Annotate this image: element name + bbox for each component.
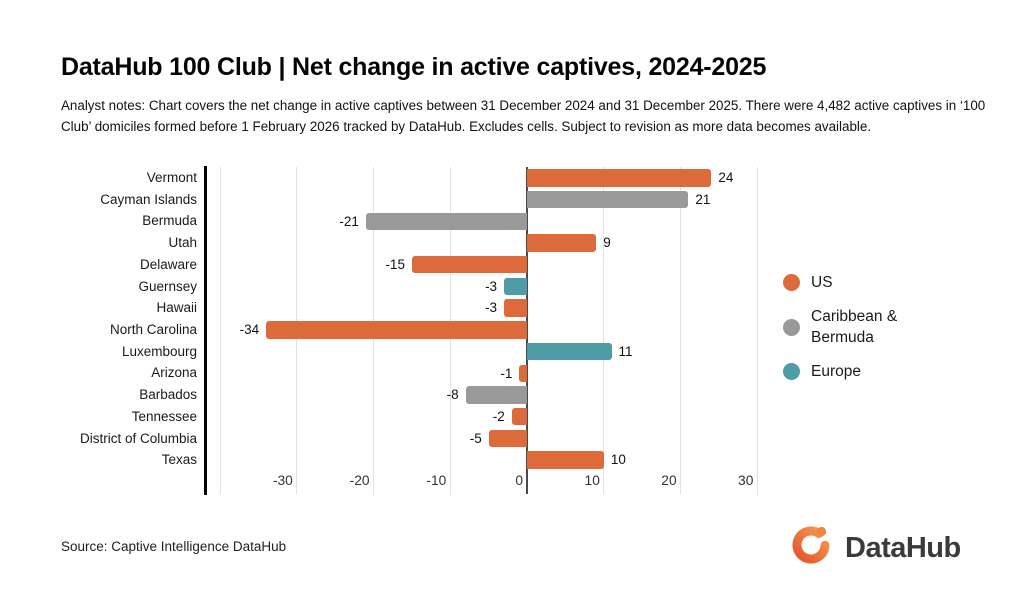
bar [527, 190, 689, 209]
analyst-notes: Analyst notes: Chart covers the net chan… [61, 95, 991, 137]
category-label: Bermuda [142, 213, 197, 229]
category-label: Vermont [146, 170, 197, 185]
legend-item: US [783, 272, 993, 293]
bar-value-label: 21 [695, 191, 711, 207]
bar-value-label: -3 [485, 300, 498, 316]
gridline [603, 167, 605, 494]
legend-dot-icon [783, 363, 800, 380]
category-label: Delaware [139, 256, 197, 272]
bar [365, 212, 528, 230]
legend-label: Europe [811, 363, 861, 380]
category-label: Guernsey [138, 278, 197, 294]
bar [511, 408, 528, 426]
zero-baseline [526, 167, 529, 494]
legend-dot-icon [783, 274, 800, 291]
bar-value-label: -1 [500, 365, 513, 381]
category-label: Hawaii [156, 300, 197, 316]
x-axis-tick-label: 20 [661, 473, 677, 488]
bar [527, 342, 612, 361]
y-axis-spine [204, 166, 207, 495]
category-label: Texas [161, 452, 197, 468]
legend-dot-icon [783, 318, 800, 336]
chart-legend: US Caribbean & Bermuda Europe [783, 272, 993, 395]
x-axis-tick-label: 0 [515, 473, 524, 488]
bar-value-label: -15 [385, 257, 405, 272]
category-label: Barbados [139, 387, 197, 403]
bar-value-label: 24 [718, 170, 734, 186]
bar [504, 299, 528, 317]
plot-area: 24 21 -21 9 -15 -3 -3 -34 11 -1 -8 -2 -5 10 -30 -20 -10 0… [207, 167, 772, 494]
x-axis-tick-label: -20 [349, 473, 370, 488]
bar-value-label: 9 [603, 235, 611, 251]
category-label: District of Columbia [79, 430, 197, 446]
analyst-notes-line-1: Analyst notes: Chart covers the net chan… [61, 98, 986, 113]
category-label: Utah [168, 235, 197, 251]
bar [411, 256, 528, 274]
category-label: North Carolina [109, 322, 197, 337]
legend-item: Caribbean & Bermuda [783, 306, 993, 348]
category-label: Luxembourg [121, 343, 197, 359]
page-title: DataHub 100 Club | Net change in active … [61, 53, 767, 81]
legend-item: Europe [783, 361, 993, 382]
gridline [756, 167, 758, 494]
gridline [219, 167, 221, 494]
source-note: Source: Captive Intelligence DataHub [61, 539, 287, 554]
bar-value-label: -5 [469, 430, 482, 446]
x-axis-tick-label: 10 [584, 473, 600, 488]
bar [527, 451, 604, 469]
bar-value-label: 11 [618, 343, 633, 359]
bar-value-label: -3 [485, 278, 498, 294]
analyst-notes-line-2: Club’ domiciles formed before 1 February… [61, 119, 872, 134]
bar-value-label: -21 [339, 213, 359, 229]
x-axis-tick-label: -30 [272, 473, 293, 488]
bar-value-label: -2 [492, 409, 505, 424]
legend-label: US [811, 274, 833, 291]
bar-value-label: -8 [446, 387, 459, 403]
brand-logo: DataHub [791, 520, 961, 571]
category-label: Cayman Islands [100, 191, 197, 207]
gridline [680, 167, 682, 494]
bar-value-label: 10 [610, 452, 626, 468]
category-label: Arizona [151, 365, 197, 381]
bar [465, 386, 528, 404]
bar [519, 364, 528, 382]
logo-wordmark: DataHub [845, 532, 961, 564]
datahub-logo-icon [791, 520, 837, 571]
bar [527, 169, 712, 187]
bar [527, 234, 597, 252]
category-axis-labels: Vermont Cayman Islands Bermuda Utah Delaware… [20, 167, 197, 471]
legend-label: Caribbean & Bermuda [811, 308, 898, 346]
bar [266, 321, 528, 339]
bar [488, 429, 528, 448]
bar [504, 277, 528, 296]
category-label: Tennessee [131, 408, 197, 424]
bar-value-label: -34 [239, 322, 260, 338]
x-axis-tick-label: -10 [426, 473, 447, 488]
x-axis-tick-label: 30 [738, 473, 754, 488]
